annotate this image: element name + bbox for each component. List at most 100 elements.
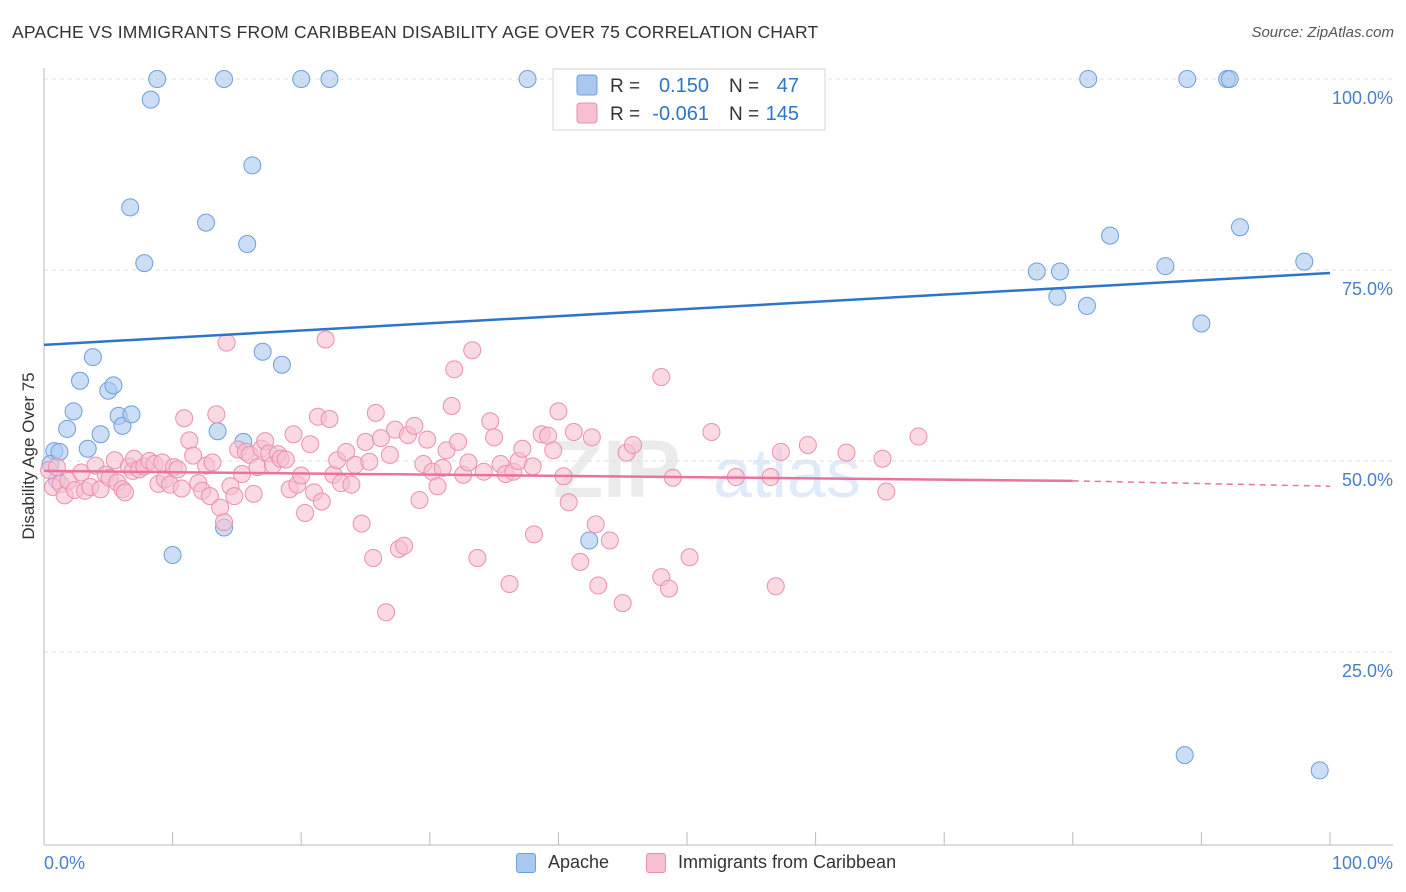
apache-point <box>1295 252 1314 271</box>
caribbean-point <box>276 450 295 469</box>
apache-point <box>292 70 311 88</box>
caribbean-trend-line <box>43 469 1073 483</box>
y-tick-label-50: 50.0% <box>1342 470 1393 490</box>
caribbean-point <box>172 479 191 498</box>
apache-point <box>208 422 227 441</box>
legend-swatch-carib-bottom <box>646 852 666 873</box>
caribbean-point <box>312 492 331 511</box>
caribbean-point <box>410 490 429 509</box>
legend-box: R = 0.150 N = 47 R = -0.061 N = 145 <box>552 68 826 131</box>
caribbean-point <box>342 475 361 494</box>
caribbean-point <box>877 482 896 501</box>
caribbean-point <box>445 360 464 379</box>
caribbean-point <box>428 477 447 496</box>
caribbean-point <box>47 458 66 477</box>
caribbean-point <box>474 462 493 481</box>
apache-point <box>1178 70 1197 88</box>
apache-point <box>272 355 291 374</box>
apache-point <box>91 425 110 444</box>
caribbean-point <box>316 330 335 349</box>
apache-point <box>1027 262 1046 281</box>
legend-item-apache: Apache <box>516 852 609 873</box>
caribbean-point <box>659 579 678 598</box>
caribbean-point <box>873 449 892 468</box>
caribbean-point <box>771 442 790 461</box>
caribbean-trend-extension <box>1072 480 1331 487</box>
legend-swatch-apache-bottom <box>516 852 536 873</box>
apache-point <box>50 442 69 461</box>
legend-label-carib: Immigrants from Caribbean <box>678 852 897 872</box>
caribbean-point <box>623 435 642 454</box>
caribbean-point <box>586 515 605 534</box>
caribbean-point <box>418 430 437 449</box>
caribbean-point <box>352 514 371 533</box>
apache-trend-line <box>43 271 1331 347</box>
caribbean-point <box>207 405 226 424</box>
caribbean-point <box>571 552 590 571</box>
legend-r-label-carib: R = <box>610 104 640 125</box>
caribbean-point <box>337 442 356 461</box>
caribbean-point <box>116 483 135 502</box>
chart-title: APACHE VS IMMIGRANTS FROM CARIBBEAN DISA… <box>12 22 819 42</box>
caribbean-point <box>909 427 928 446</box>
caribbean-point <box>301 435 320 454</box>
caribbean-point <box>442 396 461 415</box>
bottom-legend: Apache Immigrants from Caribbean <box>0 852 1406 876</box>
apache-point <box>197 213 216 232</box>
caribbean-point <box>459 453 478 472</box>
caribbean-point <box>837 443 856 462</box>
legend-label-apache: Apache <box>548 852 610 872</box>
caribbean-point <box>485 428 504 447</box>
apache-point <box>71 371 90 390</box>
caribbean-point <box>544 441 563 460</box>
apache-point <box>253 342 272 361</box>
apache-point <box>1079 70 1098 88</box>
apache-point <box>1156 257 1175 276</box>
caribbean-point <box>589 576 608 595</box>
caribbean-point <box>463 341 482 360</box>
source-credit: Source: ZipAtlas.com <box>1251 24 1394 41</box>
y-tick-label-25: 25.0% <box>1342 661 1393 681</box>
legend-swatch-apache <box>576 74 598 96</box>
caribbean-point <box>356 432 375 451</box>
apache-point <box>121 198 140 217</box>
caribbean-point <box>203 453 222 472</box>
apache-point <box>122 405 141 424</box>
apache-point <box>243 156 262 175</box>
legend-r-value-carib: -0.061 <box>652 103 709 125</box>
caribbean-point <box>180 431 199 450</box>
caribbean-point <box>292 466 311 485</box>
caribbean-point <box>652 367 671 386</box>
caribbean-point <box>702 422 721 441</box>
legend-n-value-apache: 47 <box>777 75 799 97</box>
caribbean-point <box>225 487 244 506</box>
caribbean-point <box>244 484 263 503</box>
y-tick-labels: 25.0% 50.0% 75.0% 100.0% <box>1332 88 1393 681</box>
apache-point <box>1101 226 1120 245</box>
apache-point <box>1230 218 1249 237</box>
legend-r-label-apache: R = <box>610 76 640 97</box>
caribbean-point <box>175 409 194 428</box>
caribbean-point <box>500 575 519 594</box>
caribbean-point <box>524 525 543 544</box>
caribbean-point <box>582 428 601 447</box>
caribbean-point <box>549 402 568 421</box>
apache-point <box>163 545 182 564</box>
legend-n-label-carib: N = <box>729 104 759 125</box>
apache-point <box>135 254 154 273</box>
apache-point <box>518 70 537 88</box>
y-axis-label: Disability Age Over 75 <box>19 372 38 539</box>
caribbean-point <box>320 409 339 428</box>
legend-swatch-carib <box>576 102 598 124</box>
apache-point <box>141 90 160 109</box>
apache-point <box>1220 70 1239 88</box>
caribbean-point <box>366 403 385 422</box>
caribbean-point <box>215 513 234 532</box>
apache-point <box>1050 262 1069 281</box>
caribbean-point <box>377 603 396 622</box>
legend-r-value-apache: 0.150 <box>659 75 709 97</box>
caribbean-point <box>395 536 414 555</box>
caribbean-point <box>200 487 219 506</box>
caribbean-point <box>564 422 583 441</box>
apache-point <box>1192 314 1211 333</box>
